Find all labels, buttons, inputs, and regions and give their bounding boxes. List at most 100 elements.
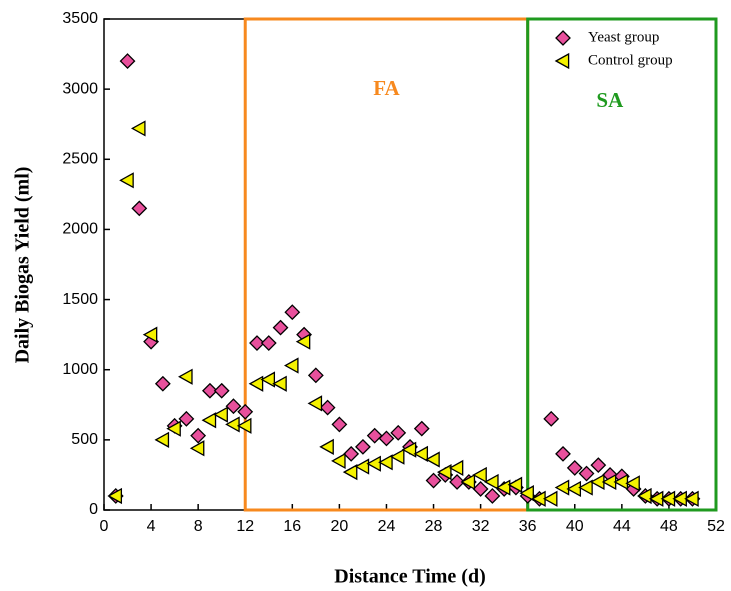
point [566, 459, 583, 476]
point [107, 487, 123, 505]
point [637, 487, 652, 505]
point [355, 438, 371, 455]
point [131, 200, 148, 217]
point [449, 474, 465, 490]
point [237, 403, 254, 420]
y-tick-label: 1000 [62, 361, 98, 378]
y-tick-label: 3000 [62, 80, 98, 97]
point [578, 465, 595, 482]
x-tick-label: 24 [378, 518, 396, 535]
point [260, 371, 276, 388]
point [425, 451, 440, 468]
legend-text: Control group [588, 52, 673, 68]
point [213, 406, 228, 423]
x-tick-label: 8 [194, 518, 203, 535]
legend-text: Yeast group [588, 29, 659, 45]
y-tick-label: 2500 [62, 151, 98, 168]
x-tick-label: 44 [613, 518, 631, 535]
point [154, 431, 170, 448]
point [378, 430, 395, 447]
x-axis-title: Distance Time (d) [334, 566, 485, 588]
y-axis-title: Daily Biogas Yield (ml) [12, 167, 34, 364]
point [248, 375, 264, 392]
point [260, 335, 277, 351]
point [225, 416, 240, 433]
x-tick-label: 0 [100, 518, 109, 535]
point [236, 417, 252, 434]
point [566, 480, 582, 498]
y-tick-label: 3500 [62, 10, 98, 27]
point [201, 412, 217, 429]
x-tick-label: 20 [330, 518, 348, 535]
point [366, 427, 383, 444]
point [283, 357, 299, 374]
x-tick-label: 32 [472, 518, 490, 535]
point [519, 485, 534, 502]
point [331, 452, 346, 470]
point [472, 466, 487, 484]
point [307, 367, 324, 384]
point [507, 476, 523, 493]
point [484, 473, 499, 491]
y-tick-label: 500 [71, 431, 98, 448]
point [178, 368, 193, 385]
x-tick-label: 28 [425, 518, 443, 535]
point [484, 488, 501, 504]
point [178, 410, 195, 427]
point [119, 53, 136, 70]
point [166, 420, 181, 437]
legend-marker [554, 52, 570, 70]
y-tick-label: 1500 [62, 291, 98, 308]
point [448, 459, 464, 477]
point [413, 445, 429, 462]
point [225, 398, 242, 415]
point [284, 304, 301, 321]
point [378, 454, 393, 471]
y-tick-label: 2000 [62, 221, 98, 238]
point [343, 445, 360, 462]
point [249, 335, 265, 351]
x-tick-label: 40 [566, 518, 584, 535]
x-tick-label: 4 [147, 518, 156, 535]
point [354, 458, 370, 475]
x-tick-label: 48 [660, 518, 678, 535]
point [319, 399, 336, 416]
point [401, 441, 417, 458]
point [578, 479, 593, 496]
point [202, 382, 218, 399]
point [684, 490, 699, 507]
point [390, 424, 407, 441]
point [413, 420, 430, 437]
legend-marker [555, 30, 571, 46]
point [554, 479, 570, 496]
point [366, 455, 381, 472]
y-tick-label: 0 [89, 501, 98, 518]
point [613, 473, 629, 491]
point [190, 427, 207, 444]
point [213, 382, 230, 399]
point [130, 120, 146, 137]
x-tick-label: 36 [519, 518, 537, 535]
point [472, 481, 489, 497]
point [319, 438, 334, 455]
x-tick-label: 16 [283, 518, 301, 535]
point [460, 473, 476, 491]
point [389, 448, 405, 465]
point [119, 172, 134, 189]
point [495, 479, 511, 496]
x-tick-label: 12 [236, 518, 254, 535]
point [436, 464, 452, 481]
point [272, 319, 289, 336]
point [342, 464, 358, 481]
point [425, 472, 442, 489]
x-tick-label: 52 [707, 518, 725, 535]
point [543, 410, 560, 427]
point [142, 326, 158, 343]
region-label: FA [373, 76, 400, 100]
point [307, 395, 323, 412]
point [272, 375, 287, 392]
point [331, 416, 348, 433]
point [542, 490, 558, 507]
point [154, 375, 171, 392]
